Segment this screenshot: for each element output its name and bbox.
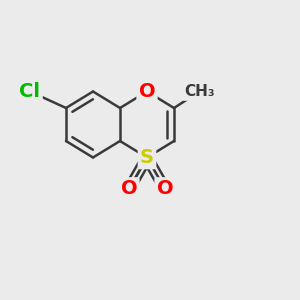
Text: CH₃: CH₃ [184, 84, 215, 99]
Text: Cl: Cl [20, 82, 40, 101]
Text: O: O [121, 179, 137, 199]
Text: O: O [157, 179, 173, 199]
Text: O: O [139, 82, 155, 101]
Text: S: S [140, 148, 154, 167]
